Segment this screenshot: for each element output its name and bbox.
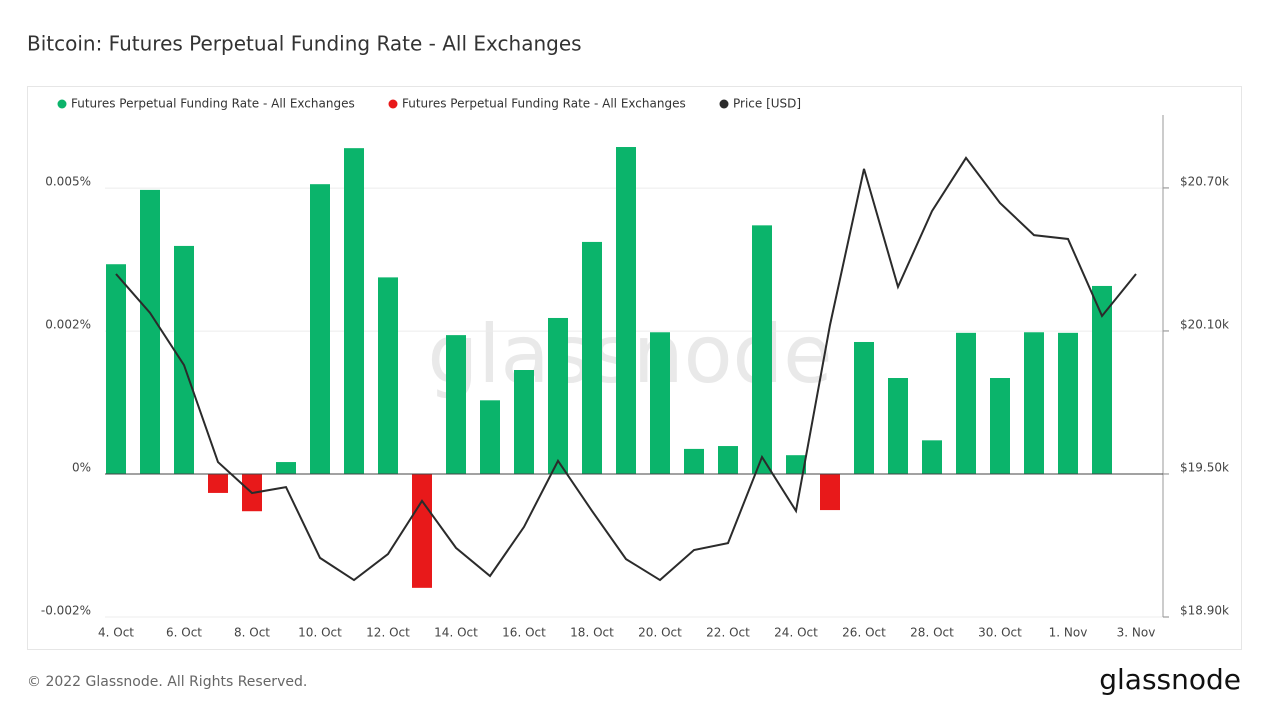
y2-tick-label: $19.50k [1180, 460, 1229, 474]
y-tick-label: 0% [72, 461, 91, 475]
logo: glassnode [1099, 663, 1241, 696]
x-tick-label: 22. Oct [706, 626, 750, 640]
bar [888, 378, 908, 475]
x-tick-label: 14. Oct [434, 626, 478, 640]
footer: © 2022 Glassnode. All Rights Reserved. [27, 674, 307, 690]
bar [208, 474, 228, 493]
legend-marker [57, 99, 67, 109]
legend-marker [719, 99, 729, 109]
bar [1058, 332, 1078, 475]
bar [650, 332, 670, 475]
bar [276, 462, 296, 475]
bar [718, 446, 738, 475]
price-line [115, 156, 1137, 582]
bar [378, 277, 398, 475]
bar [310, 184, 330, 475]
y2-tick-label: $20.70k [1180, 174, 1229, 188]
x-tick-label: 18. Oct [570, 626, 614, 640]
bar [786, 455, 806, 475]
x-tick-label: 24. Oct [774, 626, 818, 640]
bar [854, 341, 874, 475]
bar [174, 245, 194, 475]
y-tick-label: 0.002% [45, 318, 91, 332]
panel [27, 86, 1242, 650]
y-tick-label: 0.005% [45, 175, 91, 189]
bar [1092, 285, 1112, 475]
bar [922, 440, 942, 475]
bar [752, 225, 772, 475]
x-tick-label: 28. Oct [910, 626, 954, 640]
bar [820, 474, 840, 511]
bar [514, 370, 534, 475]
bar [684, 448, 704, 475]
x-tick-label: 16. Oct [502, 626, 546, 640]
legend-label: Price [USD] [733, 97, 801, 111]
bar [480, 400, 500, 475]
x-tick-label: 12. Oct [366, 626, 410, 640]
bar [582, 241, 602, 475]
y-tick-label: -0.002% [41, 604, 91, 618]
bar [106, 264, 126, 475]
x-tick-label: 30. Oct [978, 626, 1022, 640]
bar [616, 147, 636, 475]
legend-label: Futures Perpetual Funding Rate - All Exc… [71, 97, 355, 111]
bar [956, 332, 976, 475]
bar [990, 378, 1010, 475]
bar [344, 148, 364, 475]
chart-title: Bitcoin: Futures Perpetual Funding Rate … [27, 32, 582, 56]
x-tick-label: 8. Oct [234, 626, 270, 640]
bar [1024, 332, 1044, 475]
x-tick-label: 10. Oct [298, 626, 342, 640]
y2-tick-label: $18.90k [1180, 604, 1229, 618]
y2-tick-label: $20.10k [1180, 317, 1229, 331]
bar [446, 335, 466, 475]
legend-label: Futures Perpetual Funding Rate - All Exc… [402, 97, 686, 111]
x-tick-label: 26. Oct [842, 626, 886, 640]
bar [548, 317, 568, 475]
bar [140, 189, 160, 475]
x-tick-label: 6. Oct [166, 626, 202, 640]
x-tick-label: 20. Oct [638, 626, 682, 640]
bar [412, 474, 432, 588]
x-tick-label: 1. Nov [1049, 626, 1088, 640]
x-tick-label: 4. Oct [98, 626, 134, 640]
x-tick-label: 3. Nov [1117, 626, 1156, 640]
legend-marker [388, 99, 398, 109]
